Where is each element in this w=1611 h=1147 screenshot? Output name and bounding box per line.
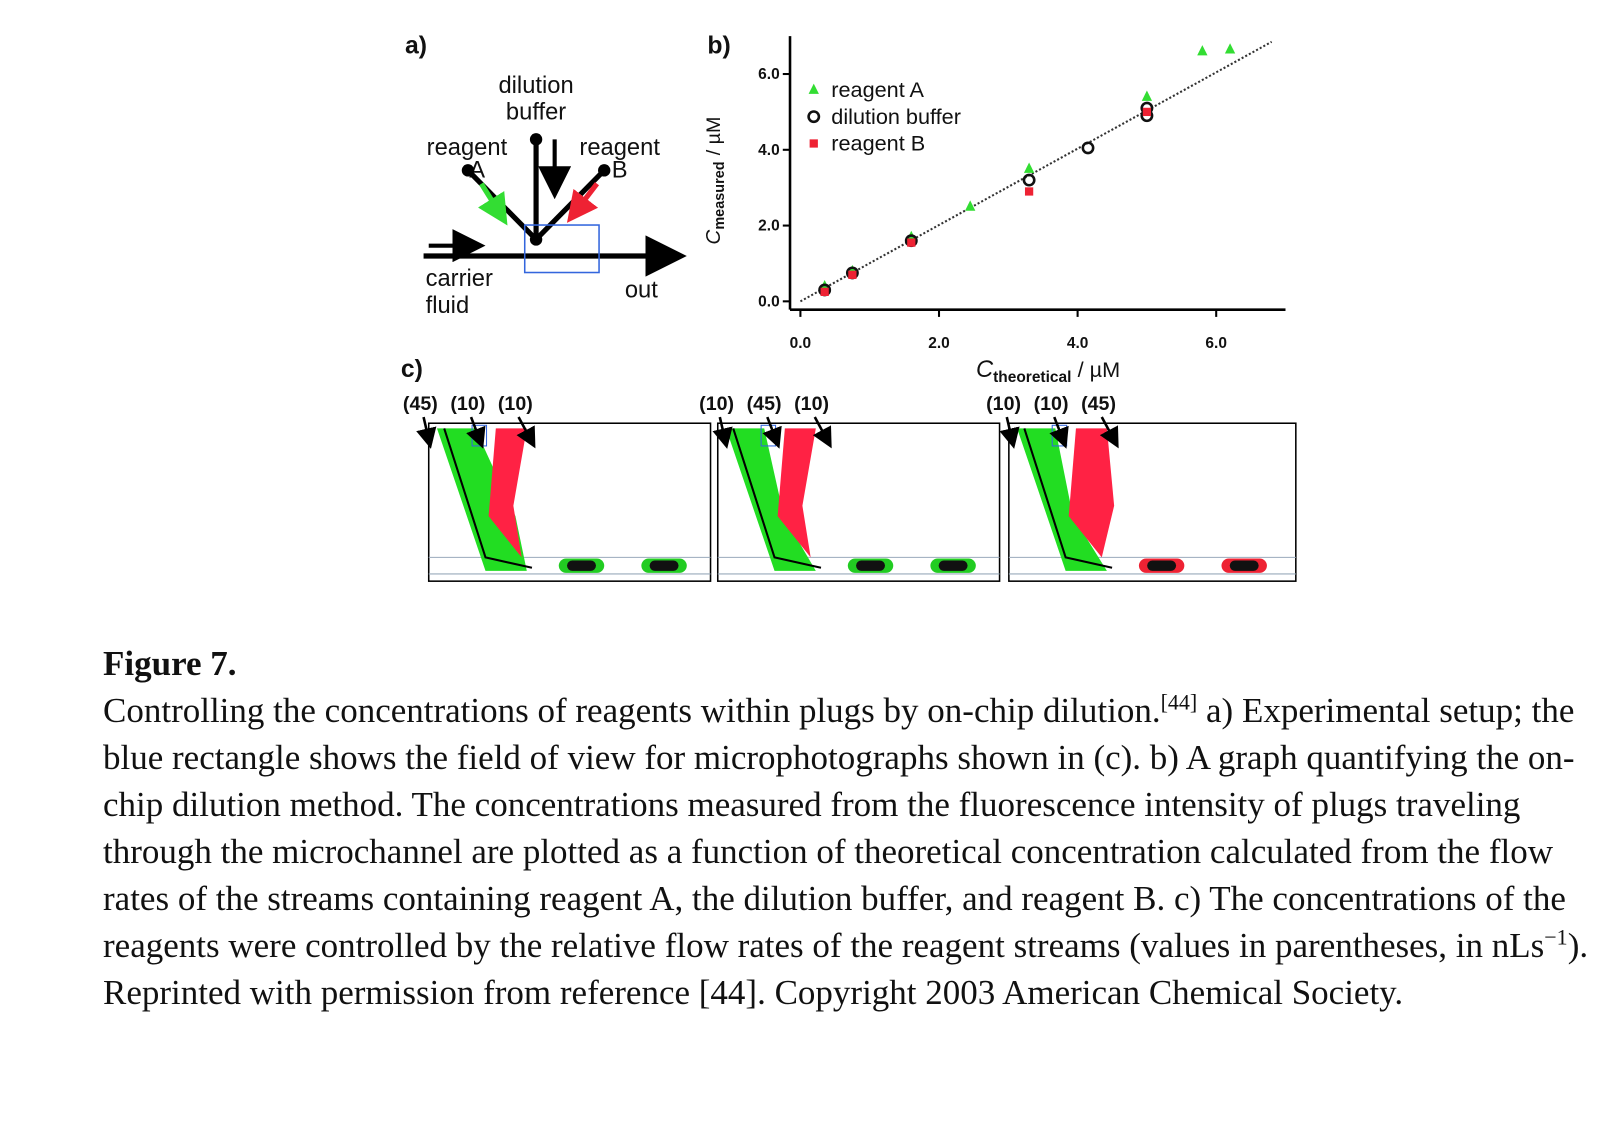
point	[820, 287, 829, 296]
panel-a: a) dilution buffer reagent A reagent B c…	[405, 33, 687, 319]
point	[1197, 45, 1208, 56]
flow-arrow	[1049, 416, 1069, 449]
red-stream	[1068, 428, 1115, 558]
x-axis-label: Ctheoretical / µM	[976, 357, 1120, 386]
superscript: −1	[1544, 924, 1568, 950]
arrow	[477, 182, 508, 226]
legend-marker	[808, 83, 819, 94]
stream-edge	[1023, 428, 1113, 569]
flow-rate: (10)	[450, 393, 485, 415]
caption-title: Figure 7.	[103, 644, 237, 683]
flow-arrow	[1099, 416, 1119, 449]
flow-rate: (45)	[747, 393, 782, 415]
caption: Figure 7. Controlling the concentrations…	[103, 640, 1603, 1016]
red-stream	[777, 428, 816, 558]
x-tick-label: 6.0	[1205, 335, 1227, 352]
label: buffer	[506, 100, 566, 126]
arrow	[566, 182, 600, 223]
label: reagent	[579, 135, 660, 161]
caption-text: ). Reprinted with permission from refere…	[103, 926, 1589, 1012]
label: B	[612, 158, 628, 184]
label: carrier	[426, 266, 493, 292]
flow-arrow	[712, 416, 733, 449]
label: dilution	[498, 73, 573, 99]
flow-rate: (10)	[1034, 393, 1069, 415]
flow-arrow	[762, 416, 782, 449]
flow-rate: (10)	[794, 393, 829, 415]
flow-arrow	[999, 416, 1020, 449]
panel-label: b)	[707, 33, 730, 60]
caption-body: Controlling the concentrations of reagen…	[103, 691, 1588, 1012]
flow-arrow	[812, 416, 832, 449]
y-tick-label: 0.0	[758, 294, 780, 311]
flow-arrow	[466, 416, 486, 449]
y-tick-label: 4.0	[758, 142, 780, 159]
plug-core	[938, 560, 968, 571]
flow-rate: (10)	[699, 393, 734, 415]
plug-core	[649, 560, 679, 571]
point	[1142, 107, 1152, 117]
legend-label: dilution buffer	[831, 104, 961, 129]
stream-edge	[732, 428, 822, 569]
label: out	[625, 277, 658, 303]
figure: a) dilution buffer reagent A reagent B c…	[401, 33, 1297, 582]
label: reagent	[427, 135, 508, 161]
x-tick-label: 0.0	[790, 335, 812, 352]
fit-line	[799, 40, 1273, 303]
plug-core	[856, 560, 885, 571]
flow-rate: (45)	[403, 393, 438, 415]
point	[965, 200, 976, 211]
flow-arrow	[416, 416, 437, 449]
panel-label: a)	[405, 33, 427, 60]
label: fluid	[426, 293, 470, 319]
panel-label: c)	[401, 356, 423, 383]
plug-core	[1229, 560, 1259, 571]
legend-label: reagent B	[831, 131, 925, 156]
point	[907, 238, 916, 247]
flow-arrow	[516, 416, 536, 449]
point	[1023, 162, 1035, 173]
field-of-view	[523, 224, 600, 274]
legend-label: reagent A	[831, 77, 924, 102]
point	[1022, 173, 1036, 187]
legend-marker	[807, 110, 821, 124]
flow-rate: (10)	[986, 393, 1021, 415]
y-axis-label: Cmeasured/ µM	[702, 117, 728, 245]
caption-text: Controlling the concentrations of reagen…	[103, 691, 1161, 730]
x-tick-label: 2.0	[928, 335, 950, 352]
plug-core	[1147, 560, 1177, 571]
plug-core	[567, 560, 596, 571]
x-tick-label: 4.0	[1067, 335, 1089, 352]
point	[1024, 187, 1034, 196]
point	[1081, 141, 1095, 155]
point	[848, 270, 857, 279]
y-tick-label: 2.0	[758, 218, 780, 235]
point	[1141, 90, 1153, 101]
point	[1224, 43, 1236, 54]
red-stream	[488, 428, 527, 558]
y-tick-label: 6.0	[758, 66, 780, 83]
stream-edge	[443, 428, 533, 569]
caption-text: a) Experimental setup; the blue rectangl…	[103, 691, 1575, 965]
legend-marker	[809, 139, 818, 148]
inlets	[461, 133, 611, 246]
flow-rate: (10)	[498, 393, 533, 415]
superscript: [44]	[1160, 689, 1198, 715]
panel-c: c) 100 µm (45)(10)(10)(10)(45)(10)(10)(1…	[401, 356, 1297, 582]
panel-b: b) Ctheoretical / µM Cmeasured/ µM 0.0 2.0…	[702, 33, 1286, 386]
flow-rate: (45)	[1081, 393, 1116, 415]
